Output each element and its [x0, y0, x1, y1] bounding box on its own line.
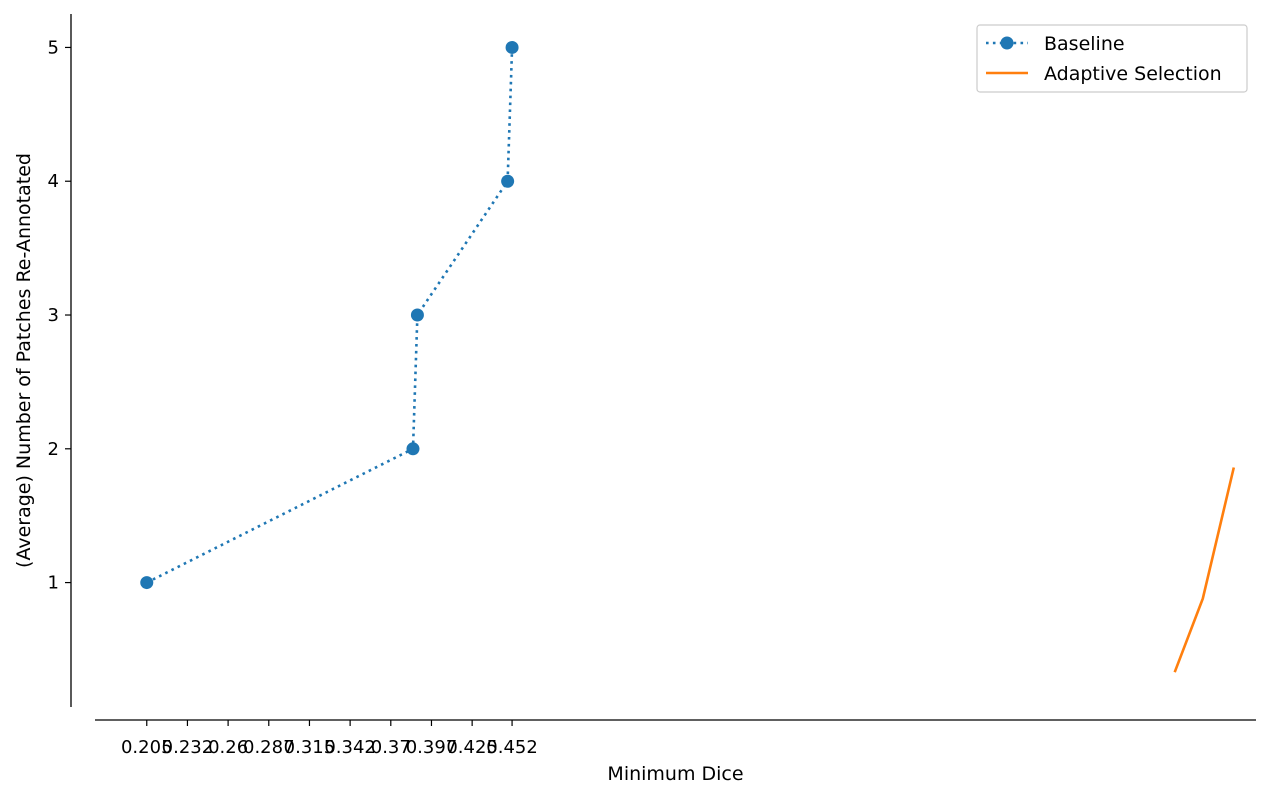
axes: [70, 14, 1256, 721]
y-tick-label: 2: [48, 439, 59, 460]
legend-label: Baseline: [1044, 33, 1125, 55]
x-tick-label: 0.232: [162, 737, 214, 758]
x-tick-label: 0.26: [208, 737, 248, 758]
legend: Baseline Adaptive Selection: [976, 24, 1248, 93]
legend-marker: [1000, 36, 1014, 50]
y-tick-label: 3: [48, 305, 59, 326]
legend-box: [976, 24, 1248, 93]
x-tick-label: 0.342: [324, 737, 376, 758]
x-tick-label: 0.287: [243, 737, 295, 758]
data-point: [505, 40, 519, 54]
y-tick-label: 1: [48, 573, 59, 594]
x-tick-label: 0.315: [284, 737, 336, 758]
ticks: 0.2050.2320.260.2870.3150.3420.370.3970.…: [48, 37, 538, 758]
data-point: [140, 576, 154, 590]
legend-label: Adaptive Selection: [1044, 63, 1222, 85]
y-tick-label: 4: [48, 171, 59, 192]
y-axis-title: (Average) Number of Patches Re-Annotated: [13, 153, 35, 568]
series-line-adaptive-selection: [1173, 467, 1236, 673]
data-point: [501, 174, 515, 188]
data-point: [410, 308, 424, 322]
series-line-baseline: [146, 47, 514, 584]
x-tick-label: 0.397: [406, 737, 458, 758]
x-axis-title: Minimum Dice: [607, 763, 743, 785]
x-tick-label: 0.37: [371, 737, 411, 758]
series-layer: [140, 40, 1236, 673]
x-tick-label: 0.452: [486, 737, 538, 758]
x-tick-label: 0.425: [446, 737, 498, 758]
y-tick-label: 5: [48, 37, 59, 58]
data-point: [406, 442, 420, 456]
x-tick-label: 0.205: [121, 737, 173, 758]
